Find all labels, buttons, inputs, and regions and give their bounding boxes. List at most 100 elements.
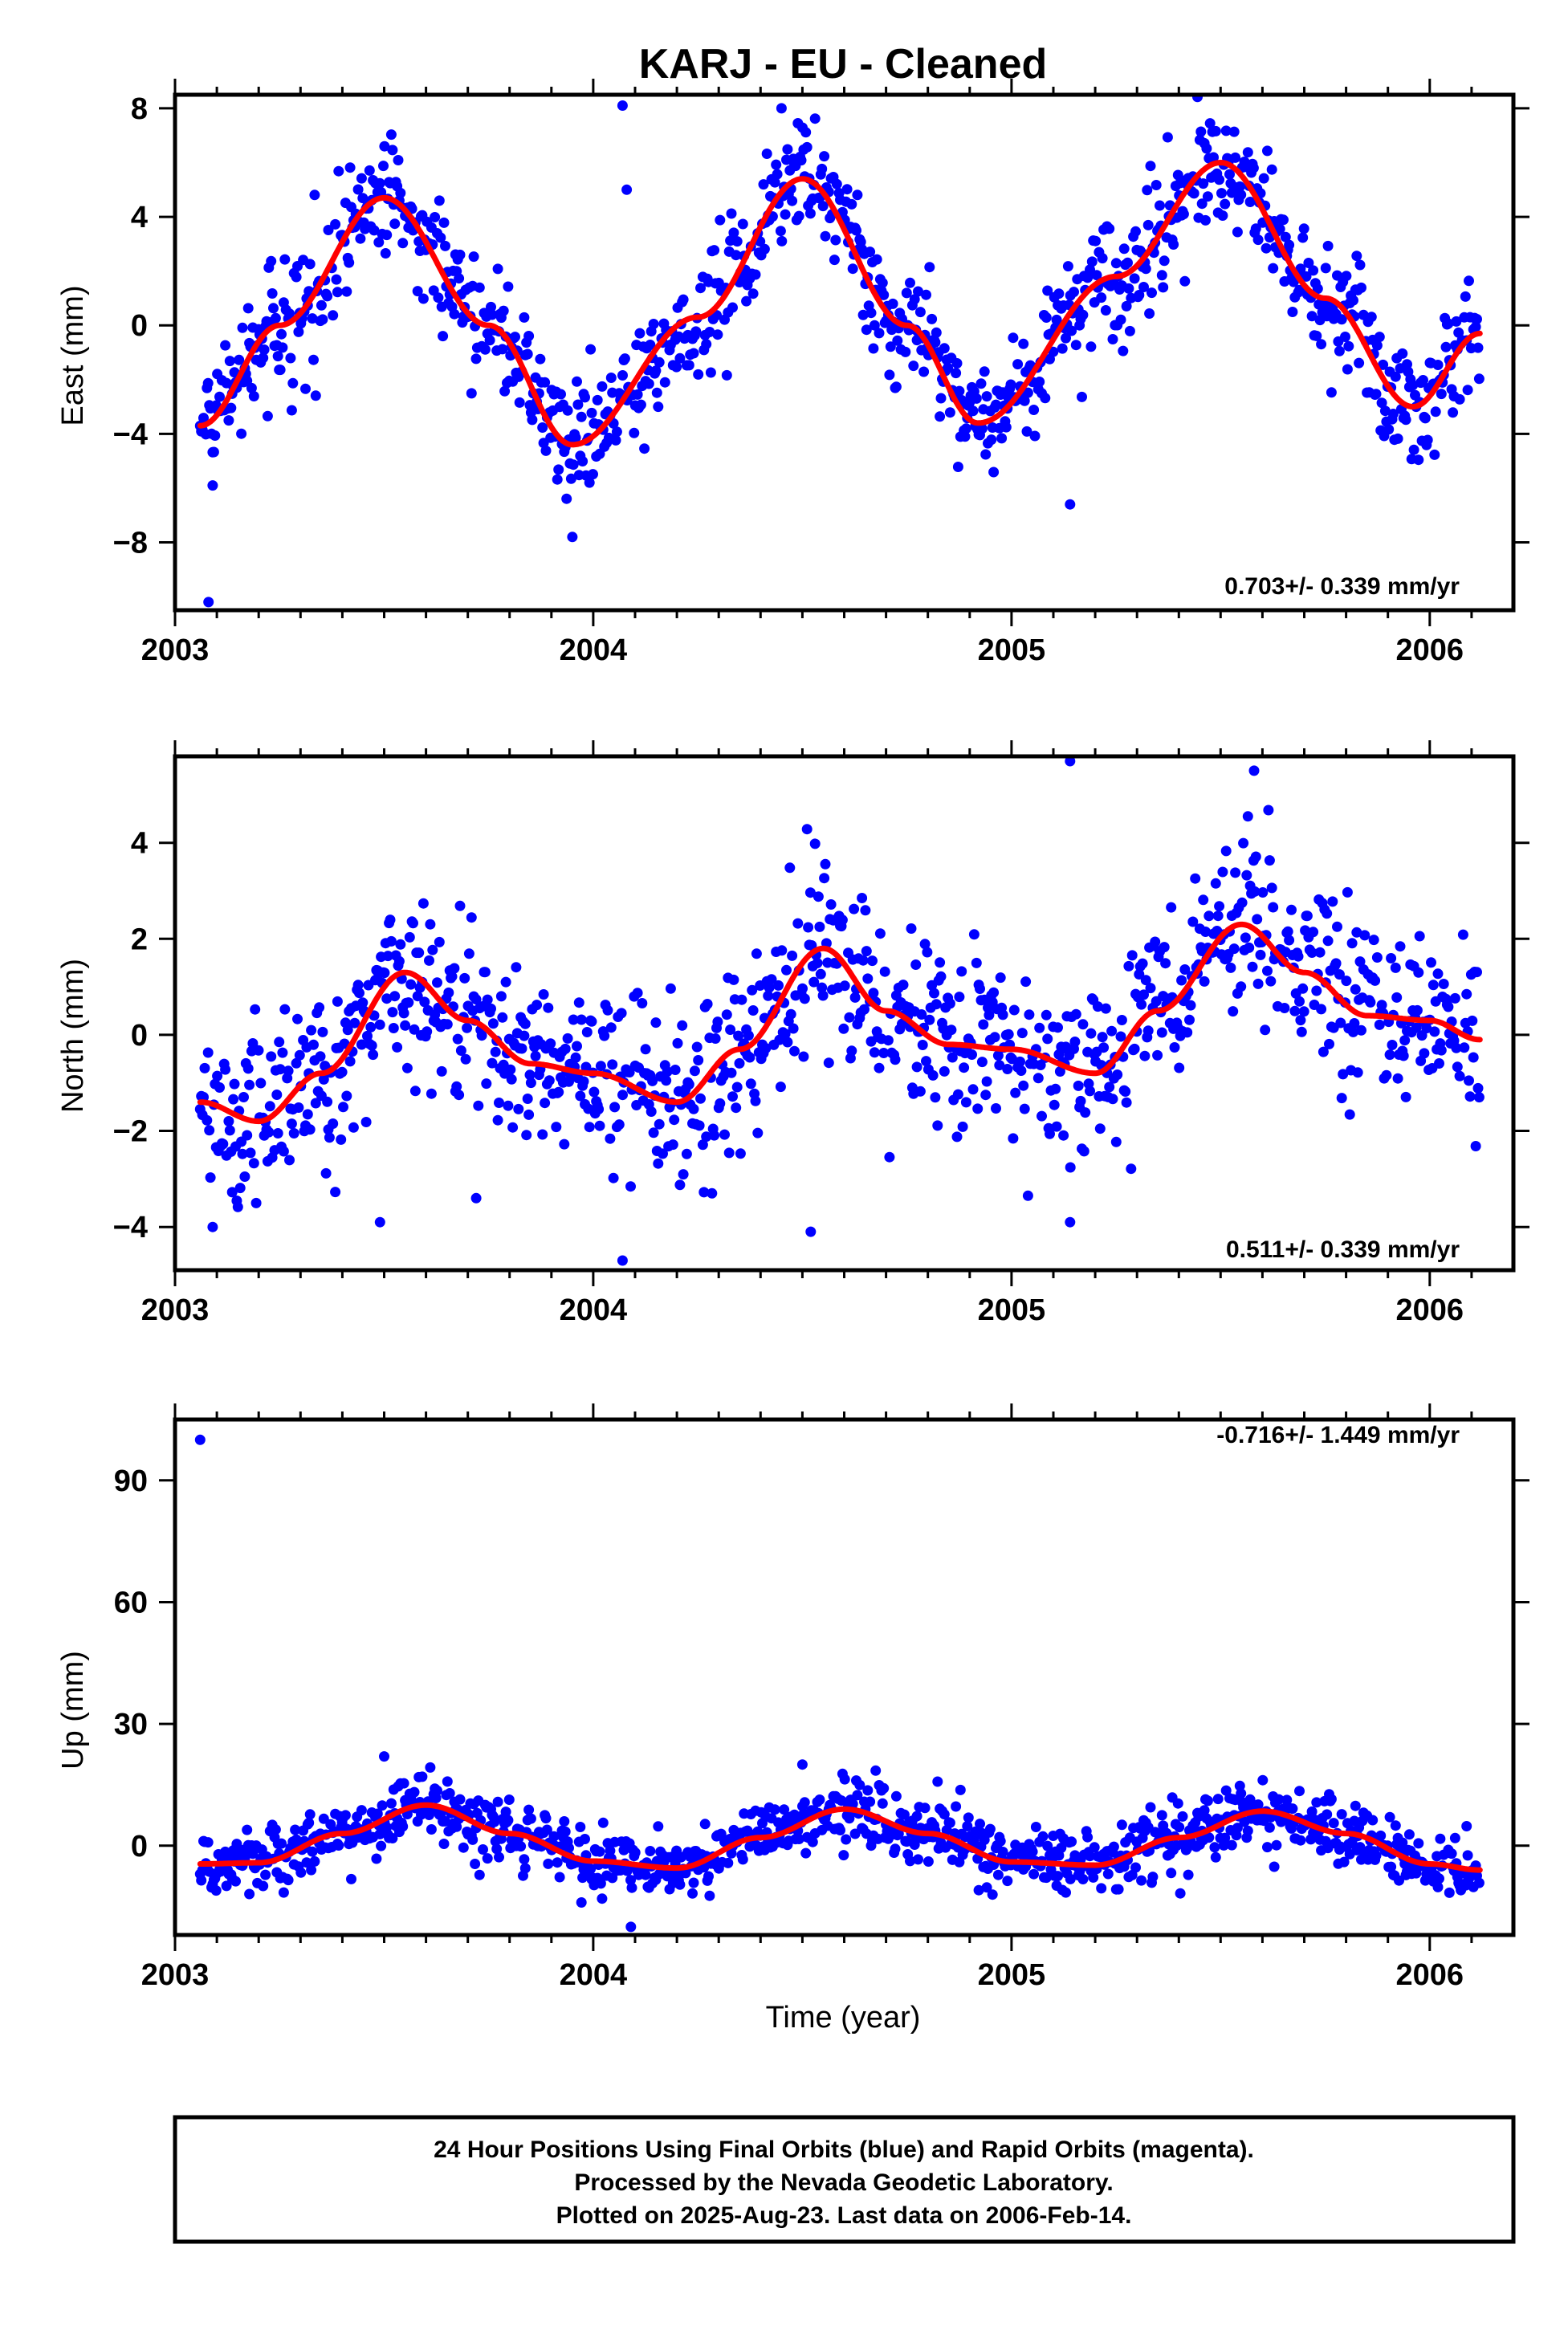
north-data-point (984, 1009, 995, 1020)
north-data-point (1107, 1094, 1118, 1105)
north-data-point (956, 966, 967, 977)
east-data-point (868, 343, 879, 354)
up-data-point (704, 1890, 715, 1901)
up-data-point (1350, 1800, 1361, 1811)
east-data-point (322, 291, 333, 302)
north-data-point (1156, 1027, 1167, 1038)
east-data-point (1179, 275, 1191, 287)
north-data-point (419, 996, 430, 1008)
north-data-point (1123, 960, 1134, 972)
footer-box: 24 Hour Positions Using Final Orbits (bl… (173, 2115, 1516, 2244)
up-data-point (1435, 1833, 1446, 1844)
up-data-point (559, 1816, 570, 1827)
up-data-point (793, 1834, 804, 1844)
north-data-point (1429, 1026, 1440, 1037)
north-data-point (787, 950, 798, 961)
north-data-point (792, 918, 804, 929)
east-data-point (671, 361, 682, 373)
up-data-point (1236, 1788, 1247, 1799)
north-data-point (667, 1139, 678, 1151)
east-data-point (527, 414, 538, 426)
north-data-point (1332, 921, 1342, 932)
up-data-point (1056, 1843, 1067, 1853)
up-data-point (202, 1837, 214, 1848)
north-data-point (1042, 1033, 1053, 1045)
north-data-point (1152, 1049, 1163, 1061)
north-data-point (1034, 1022, 1045, 1033)
north-data-point (286, 1118, 297, 1130)
north-data-point (385, 935, 397, 947)
north-data-point (492, 1114, 503, 1126)
east-data-point (731, 236, 743, 247)
up-data-point (494, 1851, 504, 1863)
north-data-point (820, 858, 831, 870)
east-data-point (704, 327, 715, 337)
north-data-point (317, 1026, 328, 1037)
north-data-point (1112, 1069, 1123, 1080)
up-data-point (1461, 1821, 1472, 1831)
north-data-point (310, 1098, 321, 1109)
north-data-point (204, 1125, 215, 1136)
east-data-point (412, 286, 423, 297)
east-data-point (1178, 209, 1189, 220)
north-data-point (218, 1139, 229, 1150)
east-data-point (1322, 240, 1334, 251)
up-data-point (309, 1855, 320, 1867)
east-data-point (611, 426, 622, 438)
north-data-point (972, 1103, 984, 1114)
north-data-point (349, 1017, 360, 1029)
north-data-point (1413, 967, 1424, 978)
north-data-point (398, 1008, 409, 1019)
north-data-point (1252, 978, 1264, 989)
north-data-point (466, 912, 477, 923)
north-data-point (387, 1007, 398, 1018)
east-data-point (1220, 125, 1232, 136)
east-data-point (385, 129, 397, 141)
north-data-point (1150, 936, 1161, 947)
east-data-point (639, 443, 650, 454)
east-data-point (1366, 312, 1377, 323)
east-data-point (884, 369, 895, 381)
up-data-point (270, 1824, 281, 1835)
north-data-point (968, 929, 979, 940)
east-data-point (266, 255, 277, 267)
north-data-point (1263, 805, 1274, 816)
up-data-point (1271, 1839, 1282, 1851)
east-data-point (1198, 178, 1209, 189)
north-data-point (412, 991, 423, 1002)
east-data-point (1090, 235, 1102, 246)
north-data-point (275, 1064, 286, 1075)
up-points (194, 1434, 1485, 1933)
north-data-point (1140, 975, 1151, 986)
east-data-point (924, 262, 935, 273)
up-data-point (629, 1847, 641, 1858)
east-data-point (1214, 174, 1225, 185)
up-data-point (242, 1824, 253, 1835)
east-data-point (829, 255, 840, 266)
north-data-point (780, 1029, 791, 1040)
east-data-point (226, 402, 237, 413)
east-outlier-point (567, 532, 578, 543)
east-data-point (1162, 132, 1173, 143)
north-data-point (1225, 962, 1236, 973)
up-data-point (799, 1797, 810, 1808)
north-data-point (454, 900, 466, 911)
east-data-point (1464, 275, 1474, 287)
north-data-point (797, 983, 808, 994)
east-data-point (553, 464, 564, 475)
north-data-point (238, 1092, 249, 1102)
east-data-point (817, 201, 829, 212)
north-data-point (1316, 1004, 1327, 1015)
east-data-point (645, 340, 656, 350)
up-data-point (944, 1817, 955, 1828)
north-data-point (698, 1187, 710, 1198)
east-data-point (921, 289, 931, 300)
east-data-point (908, 360, 919, 372)
north-data-point (572, 1041, 582, 1052)
up-data-point (1413, 1838, 1424, 1849)
north-data-point (1070, 1008, 1081, 1020)
up-data-point (519, 1863, 531, 1874)
east-data-point (309, 189, 320, 201)
up-data-point (1257, 1774, 1269, 1786)
east-data-point (1436, 389, 1447, 400)
